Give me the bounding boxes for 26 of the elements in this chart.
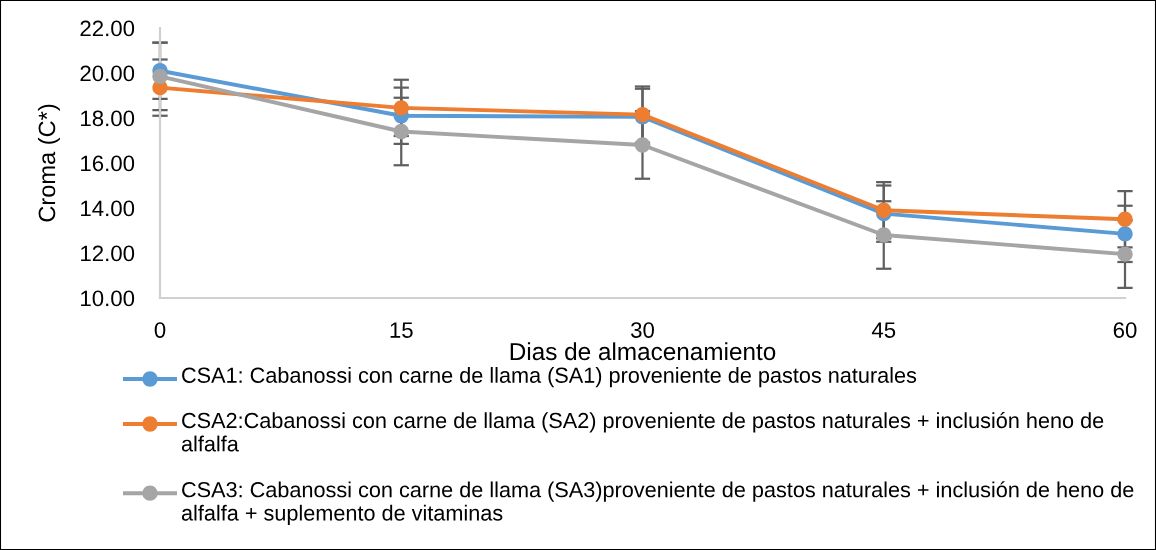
- legend-label: CSA3: Cabanossi con carne de llama (SA3)proveniente de pastos naturales + inclusión de heno de alfalfa + suplemento de vitaminas: [181, 481, 1134, 525]
- point: [393, 100, 409, 116]
- x-tick-label: 15: [390, 322, 413, 338]
- y-tick-label: 10.00: [81, 290, 135, 307]
- x-tick-label: 0: [154, 322, 166, 338]
- y-axis-title: Croma (C*): [37, 104, 60, 222]
- y-tick-label: 12.00: [81, 245, 135, 262]
- x-tick-label: 60: [1113, 322, 1137, 338]
- legend-label: CSA2:Cabanossi con carne de llama (SA2) proveniente de pastos naturales + inclusión heno de alfalfa: [181, 412, 1104, 452]
- x-tick-label: 30: [630, 322, 654, 338]
- y-tick-label: 14.00: [81, 200, 135, 217]
- legend-label: CSA1: Cabanossi con carne de llama (SA1) proveniente de pastos naturales: [182, 367, 917, 388]
- x-tick-label: 45: [871, 322, 896, 338]
- point: [1117, 226, 1133, 242]
- y-tick-label: 18.00: [81, 110, 135, 127]
- point: [1117, 246, 1133, 262]
- point: [393, 123, 409, 140]
- x-axis-title: Dias de almacenamiento: [510, 342, 776, 361]
- point: [152, 68, 168, 85]
- point: [876, 202, 892, 218]
- y-tick-label: 20.00: [80, 65, 135, 82]
- y-tick-label: 16.00: [81, 155, 135, 172]
- point: [876, 227, 892, 243]
- point: [1117, 211, 1133, 227]
- point: [634, 137, 651, 153]
- y-tick-label: 22.00: [80, 20, 135, 37]
